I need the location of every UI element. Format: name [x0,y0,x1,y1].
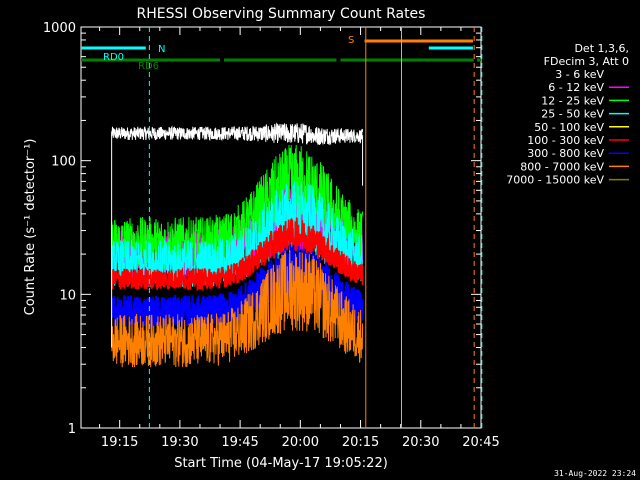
series-line-4 [110,217,364,292]
legend-entry-0: 3 - 6 keV [555,68,604,81]
x-tick-label-4: 20:15 [342,435,379,450]
x-tick-label-1: 19:30 [161,435,198,450]
series-line-3 [111,181,364,288]
x-tick-label-0: 19:15 [101,435,138,450]
legend-entry-6: 300 - 800 keV [527,147,604,160]
x-tick-label-2: 19:45 [221,435,258,450]
axes-frame [80,26,482,429]
y-axis-label: Count Rate (s⁻¹ detector⁻¹) [23,139,38,316]
legend-entry-5: 100 - 300 keV [527,134,604,147]
chart-title: RHESSI Observing Summary Count Rates [137,6,426,22]
x-axis-label: Start Time (04-May-17 19:05:22) [174,456,388,471]
series-line-6 [111,250,364,368]
legend-header-0: Det 1,3,6, [574,42,629,55]
plot-area: 19:15 19:30 19:45 20:00 20:15 20:30 20:45 1 10 10… [43,21,500,450]
footer-timestamp: 31-Aug-2022 23:24 [554,469,636,478]
legend-entry-8: 7000 - 15000 keV [506,174,604,187]
legend-header-1: FDecim 3, Att 0 [544,55,629,68]
y-tick-label-0: 1 [68,422,76,437]
legend-entry-4: 50 - 100 keV [534,121,604,134]
y-tick-label-2: 100 [51,155,76,170]
flag-label-n: N [158,44,165,55]
flag-label-s: S [348,35,354,46]
x-tick-label-6: 20:45 [462,435,499,450]
legend-entry-7: 800 - 7000 keV [520,160,604,173]
legend-entry-1: 6 - 12 keV [548,81,604,94]
flag-label-rd6: RD6 [138,61,159,72]
flag-label-rd0: RD0 [103,52,124,63]
x-tick-label-5: 20:30 [402,435,439,450]
legend-entry-3: 25 - 50 keV [541,108,604,121]
y-tick-label-1: 10 [59,288,76,303]
legend-entry-2: 12 - 25 keV [541,94,604,107]
y-tick-label-3: 1000 [43,21,76,36]
series-line-0 [111,122,364,146]
x-tick-label-3: 20:00 [282,435,319,450]
